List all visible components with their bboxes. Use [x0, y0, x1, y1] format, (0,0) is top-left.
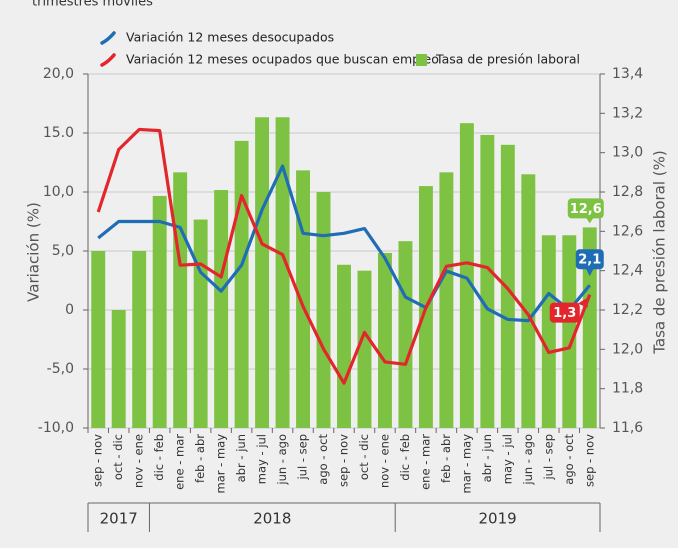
bar	[500, 144, 515, 429]
callout-pointer	[577, 297, 588, 308]
x-tick-label: abr - jun	[480, 434, 494, 482]
value-label: 1,3	[553, 306, 576, 321]
callout-box	[549, 302, 580, 323]
legend-swatch	[100, 53, 116, 67]
bar	[439, 172, 454, 428]
y-tick-label: 0	[65, 302, 74, 318]
x-tick-label: may - jul	[255, 434, 269, 484]
legend-label: Tasa de presión laboral	[435, 52, 580, 67]
callout-box	[567, 198, 604, 219]
x-tick-label: feb - abr	[439, 434, 453, 483]
bar	[152, 195, 167, 428]
bar	[173, 172, 188, 428]
bar	[480, 134, 495, 428]
x-group-label: 2017	[100, 510, 138, 528]
x-tick-label: oct - dic	[111, 434, 125, 480]
y2-tick-label: 13,0	[612, 145, 643, 161]
value-label: 2,1	[578, 253, 601, 268]
x-tick-label: sep - nov	[582, 434, 596, 487]
x-tick-label: jul - sep	[296, 434, 310, 481]
value-label: 12,6	[570, 202, 602, 217]
bar	[234, 140, 249, 428]
bar	[91, 251, 106, 428]
y2-tick-label: 12,4	[612, 263, 643, 279]
x-tick-label: nov - ene	[132, 434, 146, 488]
y2-tick-label: 13,2	[612, 105, 643, 121]
x-tick-label: abr - jun	[234, 434, 248, 482]
bar	[377, 252, 392, 428]
line	[97, 164, 591, 323]
y-axis-label: Variación (%)	[25, 202, 43, 302]
chart-subtitle: trimestres móviles	[32, 0, 153, 10]
x-tick-label: feb - abr	[193, 434, 207, 483]
bar	[541, 235, 556, 428]
legend-label: Variación 12 meses desocupados	[126, 30, 334, 45]
y2-tick-label: 13,4	[612, 66, 643, 82]
x-tick-label: ago - oct	[316, 434, 330, 485]
x-tick-label: sep - nov	[337, 434, 351, 487]
x-tick-label: sep - nov	[91, 434, 105, 487]
line	[96, 127, 592, 385]
bar	[459, 123, 474, 429]
x-tick-label: oct - dic	[357, 434, 371, 480]
y2-tick-label: 12,2	[612, 302, 643, 318]
y-tick-label: 10,0	[43, 184, 74, 200]
x-group-label: 2018	[253, 510, 291, 528]
x-group-label: 2019	[479, 510, 517, 528]
bar	[582, 227, 597, 428]
bar	[296, 170, 311, 428]
y-tick-label: 5,0	[52, 243, 74, 259]
y-tick-label: 15.0	[43, 125, 74, 141]
x-tick-label: may - jul	[500, 434, 514, 484]
callout-box	[575, 249, 604, 270]
y-tick-label: -10,0	[38, 420, 74, 436]
bar	[337, 264, 351, 428]
bar	[562, 235, 577, 428]
bar	[521, 174, 536, 428]
y2-tick-label: 12,0	[612, 341, 643, 357]
bar	[316, 192, 331, 428]
bar	[357, 270, 372, 428]
legend-label: Variación 12 meses ocupados que buscan e…	[126, 52, 439, 67]
y2-tick-label: 12,8	[612, 184, 643, 200]
y2-tick-label: 11,6	[612, 420, 643, 436]
x-tick-label: dic - feb	[398, 434, 412, 481]
x-tick-label: dic - feb	[152, 434, 166, 481]
y2-tick-label: 11,8	[612, 381, 643, 397]
x-tick-label: ene - mar	[173, 434, 187, 490]
callout-pointer	[585, 268, 594, 277]
x-tick-label: jul - sep	[541, 434, 555, 481]
bar	[398, 241, 413, 428]
x-tick-label: jun - ago	[521, 434, 535, 486]
y-tick-label: -5,0	[47, 361, 74, 377]
callout-pointer	[585, 217, 594, 224]
x-tick-label: mar - may	[459, 434, 473, 494]
bar	[193, 219, 208, 428]
x-tick-label: nov - ene	[377, 434, 391, 488]
bar	[132, 251, 147, 428]
bar	[214, 190, 229, 428]
y2-axis-label: Tasa de presión laboral (%)	[651, 150, 669, 355]
bar	[111, 310, 126, 428]
y2-tick-label: 12,6	[612, 223, 643, 239]
x-tick-label: ago - oct	[562, 434, 576, 485]
x-tick-label: ene - mar	[418, 434, 432, 490]
bar	[275, 117, 290, 429]
y-tick-label: 20,0	[43, 66, 74, 82]
legend-swatch	[100, 31, 116, 45]
x-tick-label: mar - may	[214, 434, 228, 494]
x-tick-label: jun - ago	[275, 434, 289, 486]
legend-swatch	[416, 54, 427, 66]
bar	[255, 117, 270, 429]
